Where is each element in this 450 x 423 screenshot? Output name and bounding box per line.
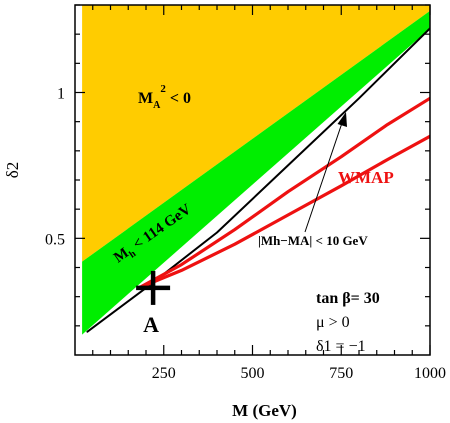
region-label-ma2: MA2 < 0 [138, 83, 191, 111]
delta1-label: δ1 = −1 [316, 338, 366, 355]
point-a-label: A [143, 312, 159, 337]
x-tick-label-2: 750 [329, 365, 353, 382]
region-1 [82, 10, 430, 335]
x-axis-label: M (GeV) [232, 401, 297, 420]
y-axis-label: δ2 [3, 162, 22, 179]
x-tick-label-0: 250 [152, 365, 176, 382]
x-tick-label-3: 1000 [414, 365, 446, 382]
series-line-2 [137, 134, 430, 290]
series-line-0 [86, 27, 430, 333]
annotation-arrow-line [304, 119, 344, 233]
wmap-label: WMAP [338, 168, 394, 187]
y-tick-label-0: 0.5 [45, 231, 65, 248]
x-tick-label-1: 500 [241, 365, 265, 382]
tan-beta-label: tan β= 30 [316, 290, 380, 307]
mh-ma-label: |Mh−MA| < 10 GeV [258, 233, 368, 248]
y-tick-label-1: 1 [57, 86, 65, 103]
series-line-1 [137, 96, 430, 290]
mu-label: μ > 0 [316, 314, 350, 331]
annotation-arrowhead [337, 112, 347, 127]
region-0 [82, 5, 430, 262]
